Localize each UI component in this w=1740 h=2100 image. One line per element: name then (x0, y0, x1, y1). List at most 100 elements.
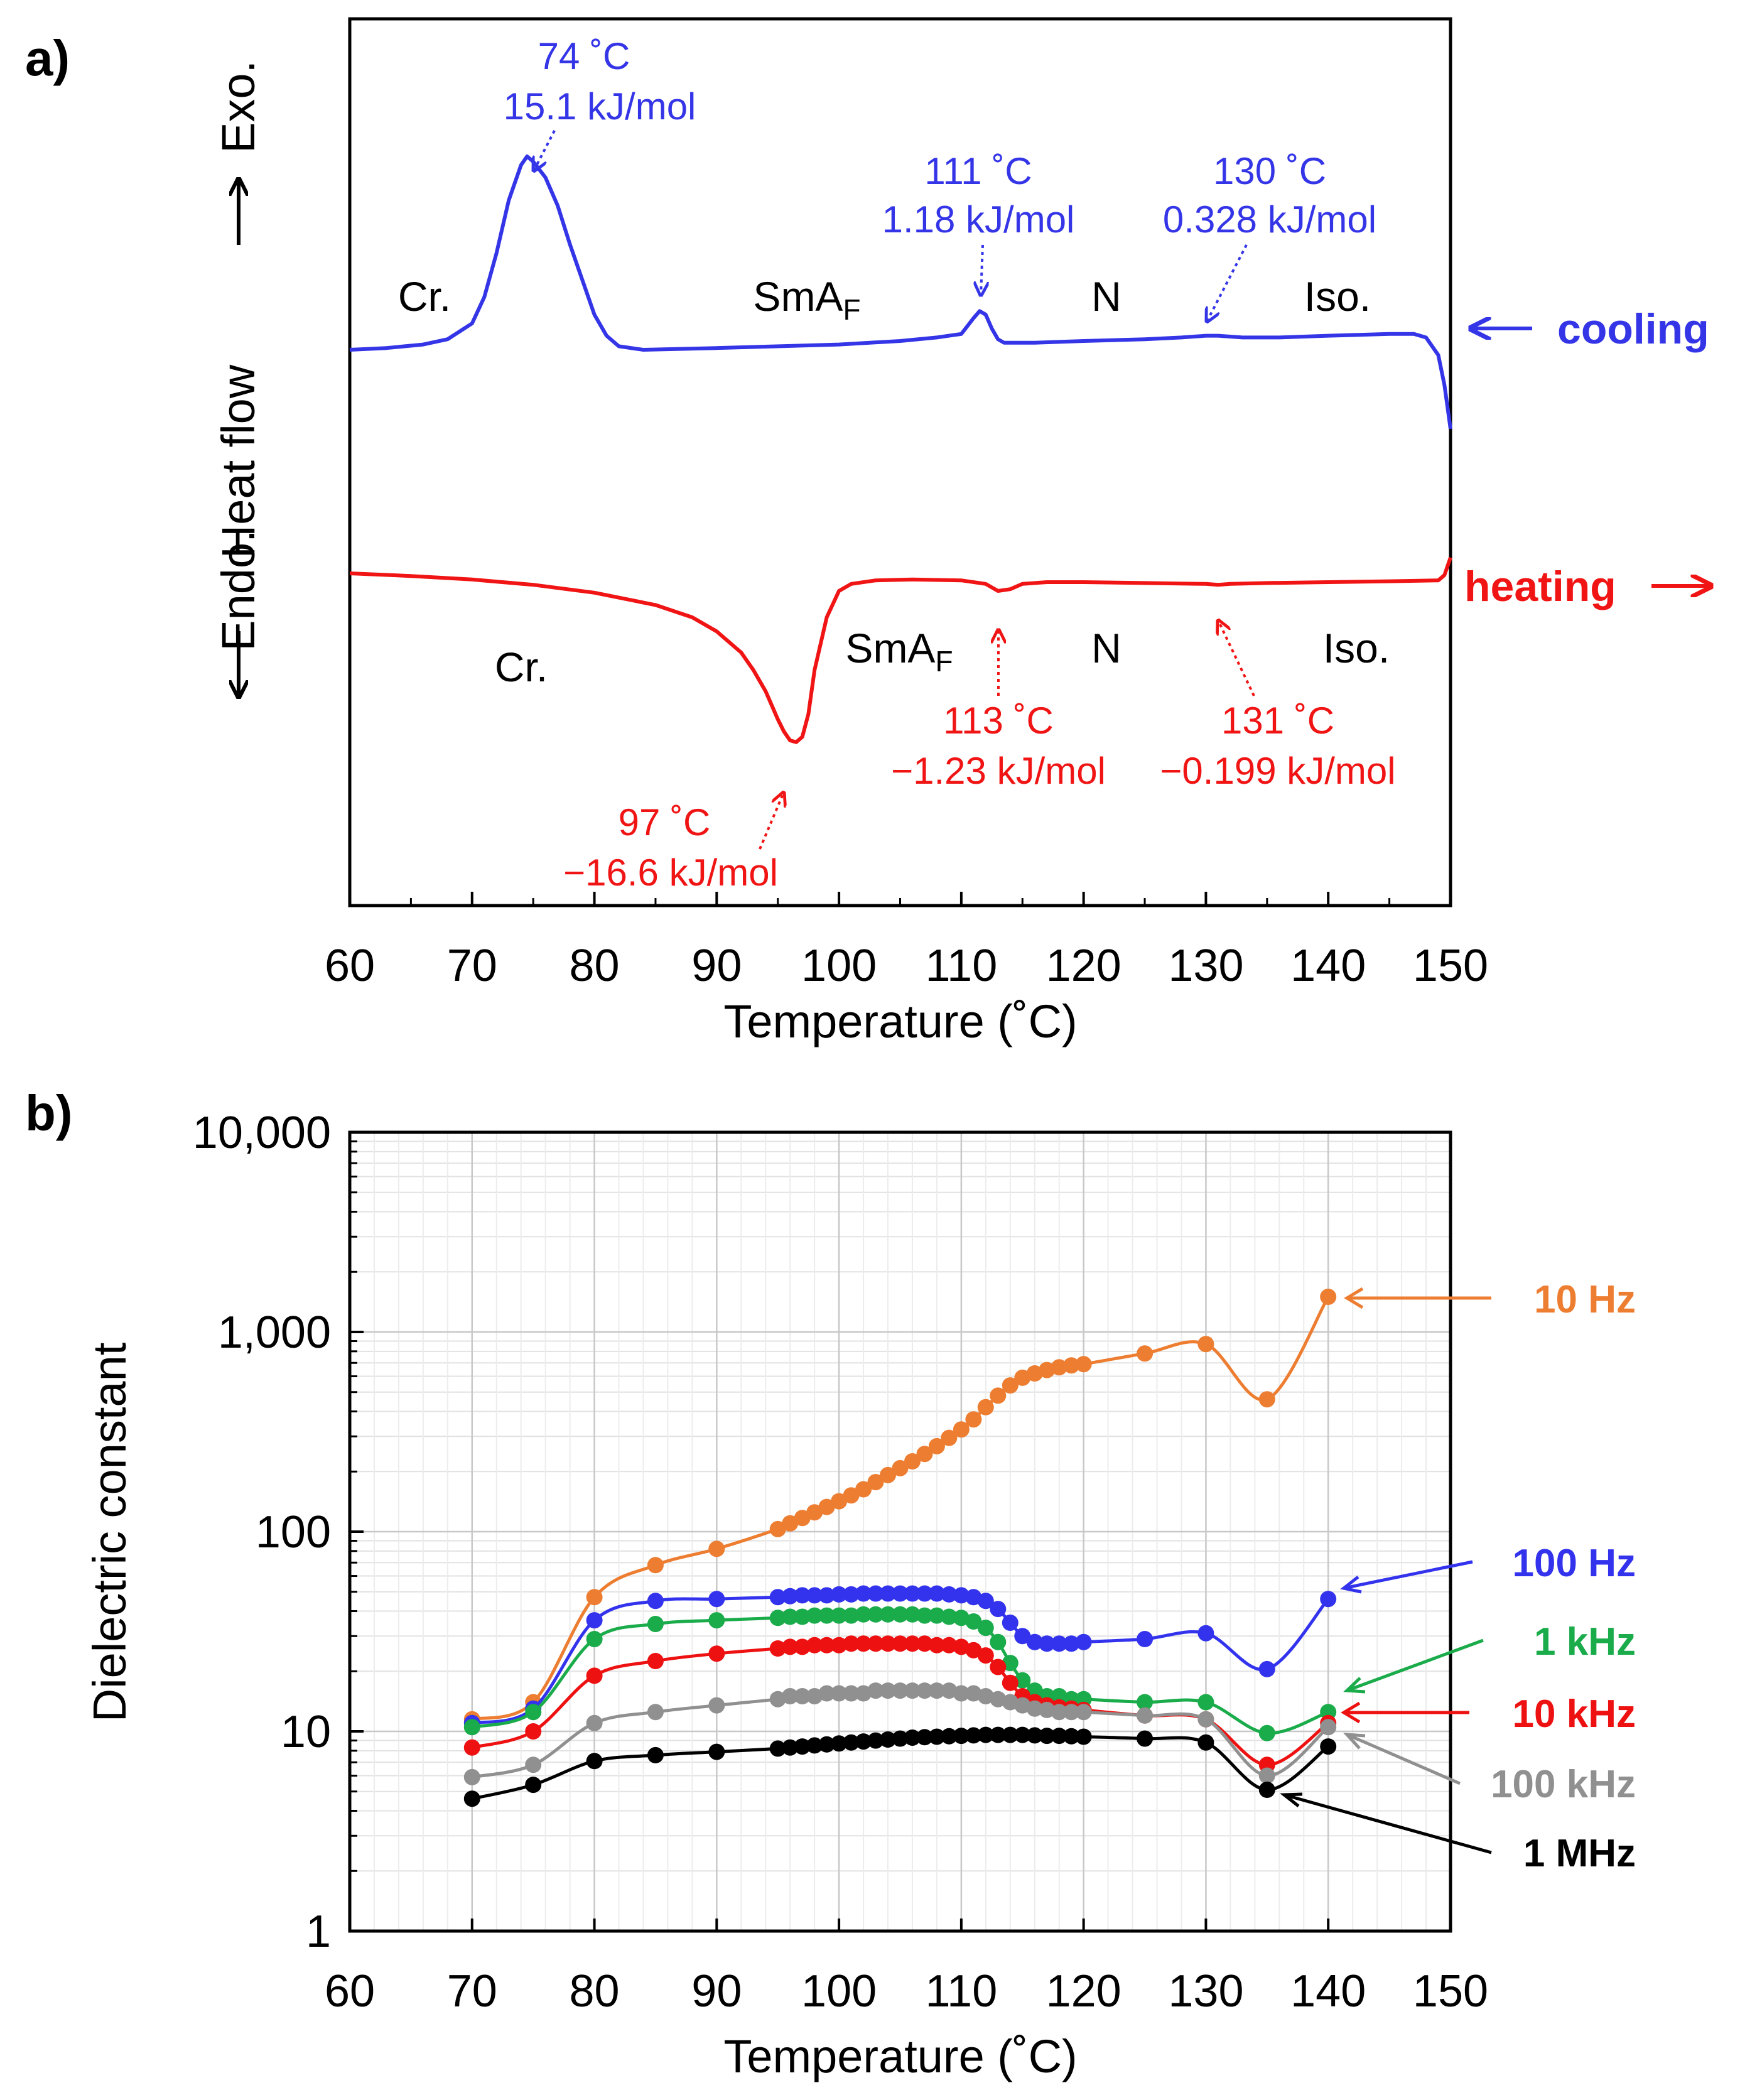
data-point (769, 1610, 786, 1626)
svg-text:0.328 kJ/mol: 0.328 kJ/mol (1163, 198, 1376, 241)
data-point (928, 1637, 945, 1653)
series-10khz (463, 1635, 1337, 1773)
data-point (1320, 1738, 1337, 1755)
dsc-x-tick-label: 140 (1290, 941, 1366, 991)
series-1mhz (463, 1726, 1337, 1807)
data-point (647, 1557, 664, 1574)
annotation-heating-97-arrow (759, 793, 784, 850)
data-point (818, 1587, 835, 1604)
data-point (990, 1633, 1007, 1650)
data-point (794, 1638, 811, 1655)
data-point (794, 1738, 811, 1755)
y-tick-label: 1 (306, 1907, 331, 1957)
phase-label-heating-smaf: SmAF (845, 625, 953, 678)
data-point (1197, 1336, 1214, 1353)
y-tick-label: 1,000 (218, 1307, 331, 1358)
data-point (990, 1601, 1007, 1618)
dsc-x-tick-label: 120 (1046, 941, 1121, 991)
data-point (818, 1637, 835, 1653)
svg-text:15.1 kJ/mol: 15.1 kJ/mol (504, 85, 696, 127)
data-point (941, 1608, 958, 1625)
data-point (892, 1635, 909, 1652)
data-point (953, 1587, 970, 1604)
svg-text:1.18 kJ/mol: 1.18 kJ/mol (882, 198, 1075, 241)
data-point (525, 1704, 542, 1721)
data-point (708, 1540, 725, 1557)
data-point (525, 1756, 542, 1773)
data-point (1002, 1674, 1019, 1691)
data-point (1051, 1704, 1067, 1721)
annotation-cooling-130-arrow (1207, 244, 1248, 322)
phase-label-cooling-n: N (1091, 273, 1121, 320)
dielectric-series (463, 1289, 1337, 1807)
legend-1mhz-arrow (1283, 1793, 1492, 1854)
data-point (867, 1585, 884, 1602)
data-point (782, 1515, 799, 1532)
svg-text:113 ˚C: 113 ˚C (943, 700, 1054, 742)
data-point (1039, 1635, 1056, 1652)
data-point (867, 1474, 884, 1491)
data-point (1320, 1289, 1337, 1305)
data-point (794, 1608, 811, 1625)
data-point (1197, 1694, 1214, 1711)
x-tick-label: 80 (570, 1966, 620, 2016)
data-point (977, 1647, 994, 1664)
data-point (782, 1608, 799, 1625)
x-tick-label: 100 (801, 1966, 877, 2016)
data-point (463, 1739, 480, 1756)
x-tick-label: 90 (691, 1966, 742, 2016)
dsc-x-axis-title: Temperature (˚C) (723, 995, 1077, 1047)
data-point (782, 1588, 799, 1605)
svg-text:97 ˚C: 97 ˚C (619, 801, 711, 843)
annotation-cooling-111: 111 ˚C 1.18 kJ/mol (882, 150, 1075, 241)
data-point (1051, 1728, 1067, 1745)
panel-b-label: b) (25, 1085, 73, 1141)
data-point (843, 1487, 860, 1504)
data-point (904, 1729, 921, 1746)
data-point (831, 1685, 848, 1702)
data-point (892, 1585, 909, 1602)
dsc-heating-curve (349, 556, 1452, 744)
data-point (855, 1733, 872, 1750)
data-point (586, 1667, 603, 1684)
data-point (855, 1481, 872, 1498)
data-point (977, 1688, 994, 1704)
data-point (916, 1635, 933, 1652)
data-point (1051, 1635, 1067, 1652)
data-point (586, 1612, 603, 1629)
data-point (1137, 1631, 1154, 1647)
data-point (463, 1768, 480, 1785)
dsc-x-ticks: 60 70 80 90 100 110 120 130 140 150 (325, 892, 1488, 991)
data-point (953, 1421, 970, 1438)
svg-text:131 ˚C: 131 ˚C (1221, 700, 1334, 742)
data-point (1026, 1682, 1043, 1699)
data-point (928, 1682, 945, 1699)
data-point (708, 1645, 725, 1662)
data-point (965, 1727, 982, 1744)
data-point (855, 1606, 872, 1623)
data-point (941, 1429, 958, 1446)
data-point (965, 1613, 982, 1630)
data-point (880, 1682, 896, 1699)
data-point (708, 1591, 725, 1608)
data-point (965, 1642, 982, 1659)
dielectric-y-axis-title: Dielectric constant (84, 1342, 136, 1722)
y-tick-label: 10 (281, 1707, 331, 1757)
data-point (941, 1728, 958, 1745)
data-point (586, 1714, 603, 1731)
series-10hz (463, 1289, 1337, 1728)
data-point (880, 1731, 896, 1748)
data-point (904, 1585, 921, 1602)
dsc-y-axis-title: Heat flow (212, 364, 264, 558)
phase-label-heating-n: N (1091, 625, 1121, 671)
data-point (1320, 1591, 1337, 1608)
x-tick-label: 150 (1413, 1966, 1488, 2016)
data-point (1075, 1633, 1092, 1650)
data-point (818, 1498, 835, 1515)
data-point (1137, 1345, 1154, 1362)
data-point (1197, 1625, 1214, 1642)
dsc-panel: a) 60 70 80 90 100 110 120 130 140 150 Temperatur… (25, 17, 1711, 1047)
data-point (1026, 1727, 1043, 1744)
data-point (1063, 1728, 1080, 1745)
dsc-x-tick-label: 100 (801, 941, 877, 991)
